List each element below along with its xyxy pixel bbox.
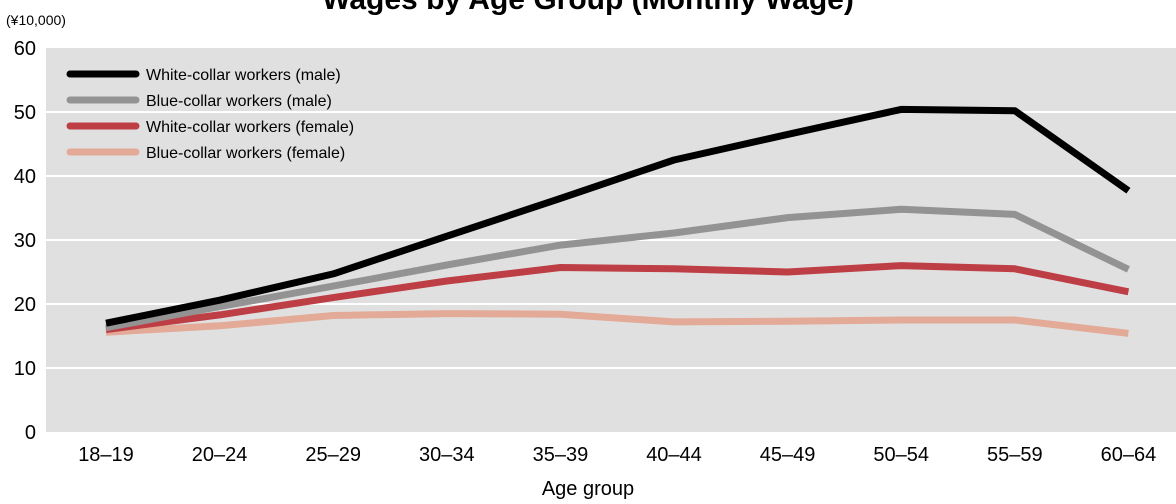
x-axis-ticks: 18–19 20–24 25–29 30–34 35–39 40–44 45–49 50–54… xyxy=(78,444,1156,466)
x-tick-label: 30–34 xyxy=(419,444,475,466)
legend-label: Blue-collar workers (female) xyxy=(146,145,345,162)
legend: White-collar workers (male) Blue-collar w… xyxy=(66,67,354,162)
chart-title: Wages by Age Group (Monthly Wage) xyxy=(0,0,1176,17)
x-tick-label: 40–44 xyxy=(646,444,702,466)
x-tick-label: 25–29 xyxy=(305,444,361,466)
series-line-3 xyxy=(105,262,1130,334)
x-tick-label: 35–39 xyxy=(533,444,589,466)
x-axis-label: Age group xyxy=(541,478,635,500)
legend-label: White-collar workers (female) xyxy=(146,119,354,136)
x-tick-label: 20–24 xyxy=(192,444,248,466)
y-tick-label: 10 xyxy=(14,358,36,380)
y-axis-ticks: 0 10 20 30 40 50 60 xyxy=(14,38,36,444)
legend-label: White-collar workers (male) xyxy=(146,67,341,84)
y-tick-label: 20 xyxy=(14,294,36,316)
x-tick-label: 45–49 xyxy=(760,444,816,466)
y-tick-label: 30 xyxy=(14,230,36,252)
series-line-2 xyxy=(105,205,1130,332)
series-line-4 xyxy=(105,310,1129,337)
x-tick-label: 55–59 xyxy=(987,444,1043,466)
x-tick-label: 60–64 xyxy=(1101,444,1157,466)
legend-label: Blue-collar workers (male) xyxy=(146,93,332,110)
y-tick-label: 40 xyxy=(14,166,36,188)
y-unit-label: (¥10,000) xyxy=(6,12,66,28)
y-tick-label: 60 xyxy=(14,38,36,60)
y-tick-label: 0 xyxy=(25,422,36,444)
series-line-1 xyxy=(105,105,1131,327)
x-tick-label: 50–54 xyxy=(873,444,929,466)
x-tick-label: 18–19 xyxy=(78,444,134,466)
y-tick-label: 50 xyxy=(14,102,36,124)
series-lines xyxy=(105,105,1131,337)
